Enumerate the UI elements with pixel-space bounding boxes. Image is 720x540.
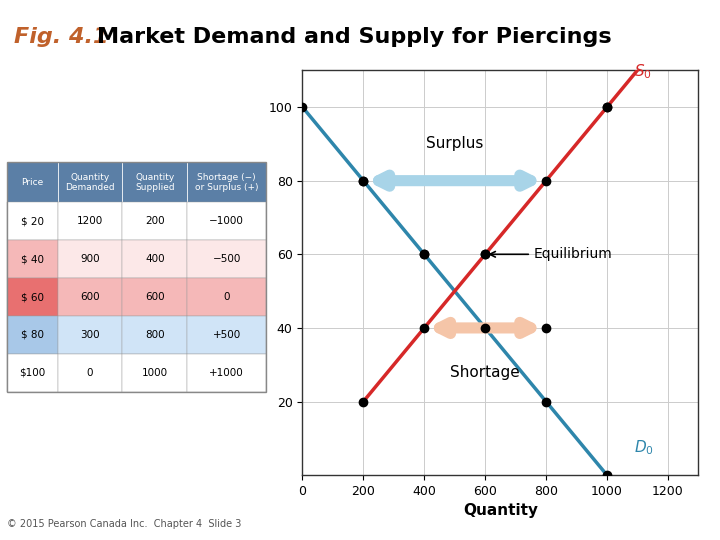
Text: Market Demand and Supply for Piercings: Market Demand and Supply for Piercings	[97, 27, 612, 47]
Text: $ 20: $ 20	[21, 217, 44, 226]
Text: Shortage: Shortage	[450, 364, 520, 380]
Text: 800: 800	[145, 330, 165, 340]
Text: 400: 400	[145, 254, 165, 264]
Text: Price: Price	[22, 178, 43, 187]
Text: Shortage (−)
or Surplus (+): Shortage (−) or Surplus (+)	[195, 173, 258, 192]
Text: Surplus: Surplus	[426, 136, 483, 151]
Text: +1000: +1000	[210, 368, 244, 377]
Y-axis label: Price: Price	[248, 251, 264, 294]
Text: +500: +500	[212, 330, 241, 340]
Text: Equilibrium: Equilibrium	[490, 247, 613, 261]
Text: © 2015 Pearson Canada Inc.  Chapter 4  Slide 3: © 2015 Pearson Canada Inc. Chapter 4 Sli…	[7, 519, 242, 529]
Text: 600: 600	[145, 292, 165, 302]
Text: 0: 0	[86, 368, 94, 377]
Text: 600: 600	[80, 292, 100, 302]
Text: −1000: −1000	[210, 217, 244, 226]
Text: 1200: 1200	[77, 217, 103, 226]
Text: $ 60: $ 60	[21, 292, 44, 302]
Text: 1000: 1000	[142, 368, 168, 377]
Text: −500: −500	[212, 254, 241, 264]
Text: 300: 300	[80, 330, 100, 340]
Text: 200: 200	[145, 217, 165, 226]
Text: $D_0$: $D_0$	[634, 438, 654, 457]
Text: Quantity
Demanded: Quantity Demanded	[66, 173, 114, 192]
Text: 900: 900	[80, 254, 100, 264]
Text: $S_0$: $S_0$	[634, 63, 652, 81]
Text: $100: $100	[19, 368, 45, 377]
X-axis label: Quantity: Quantity	[463, 503, 538, 518]
Text: Quantity
Supplied: Quantity Supplied	[135, 173, 175, 192]
Text: 0: 0	[223, 292, 230, 302]
Text: Fig. 4.1: Fig. 4.1	[14, 27, 109, 47]
Text: $ 40: $ 40	[21, 254, 44, 264]
Text: $ 80: $ 80	[21, 330, 44, 340]
